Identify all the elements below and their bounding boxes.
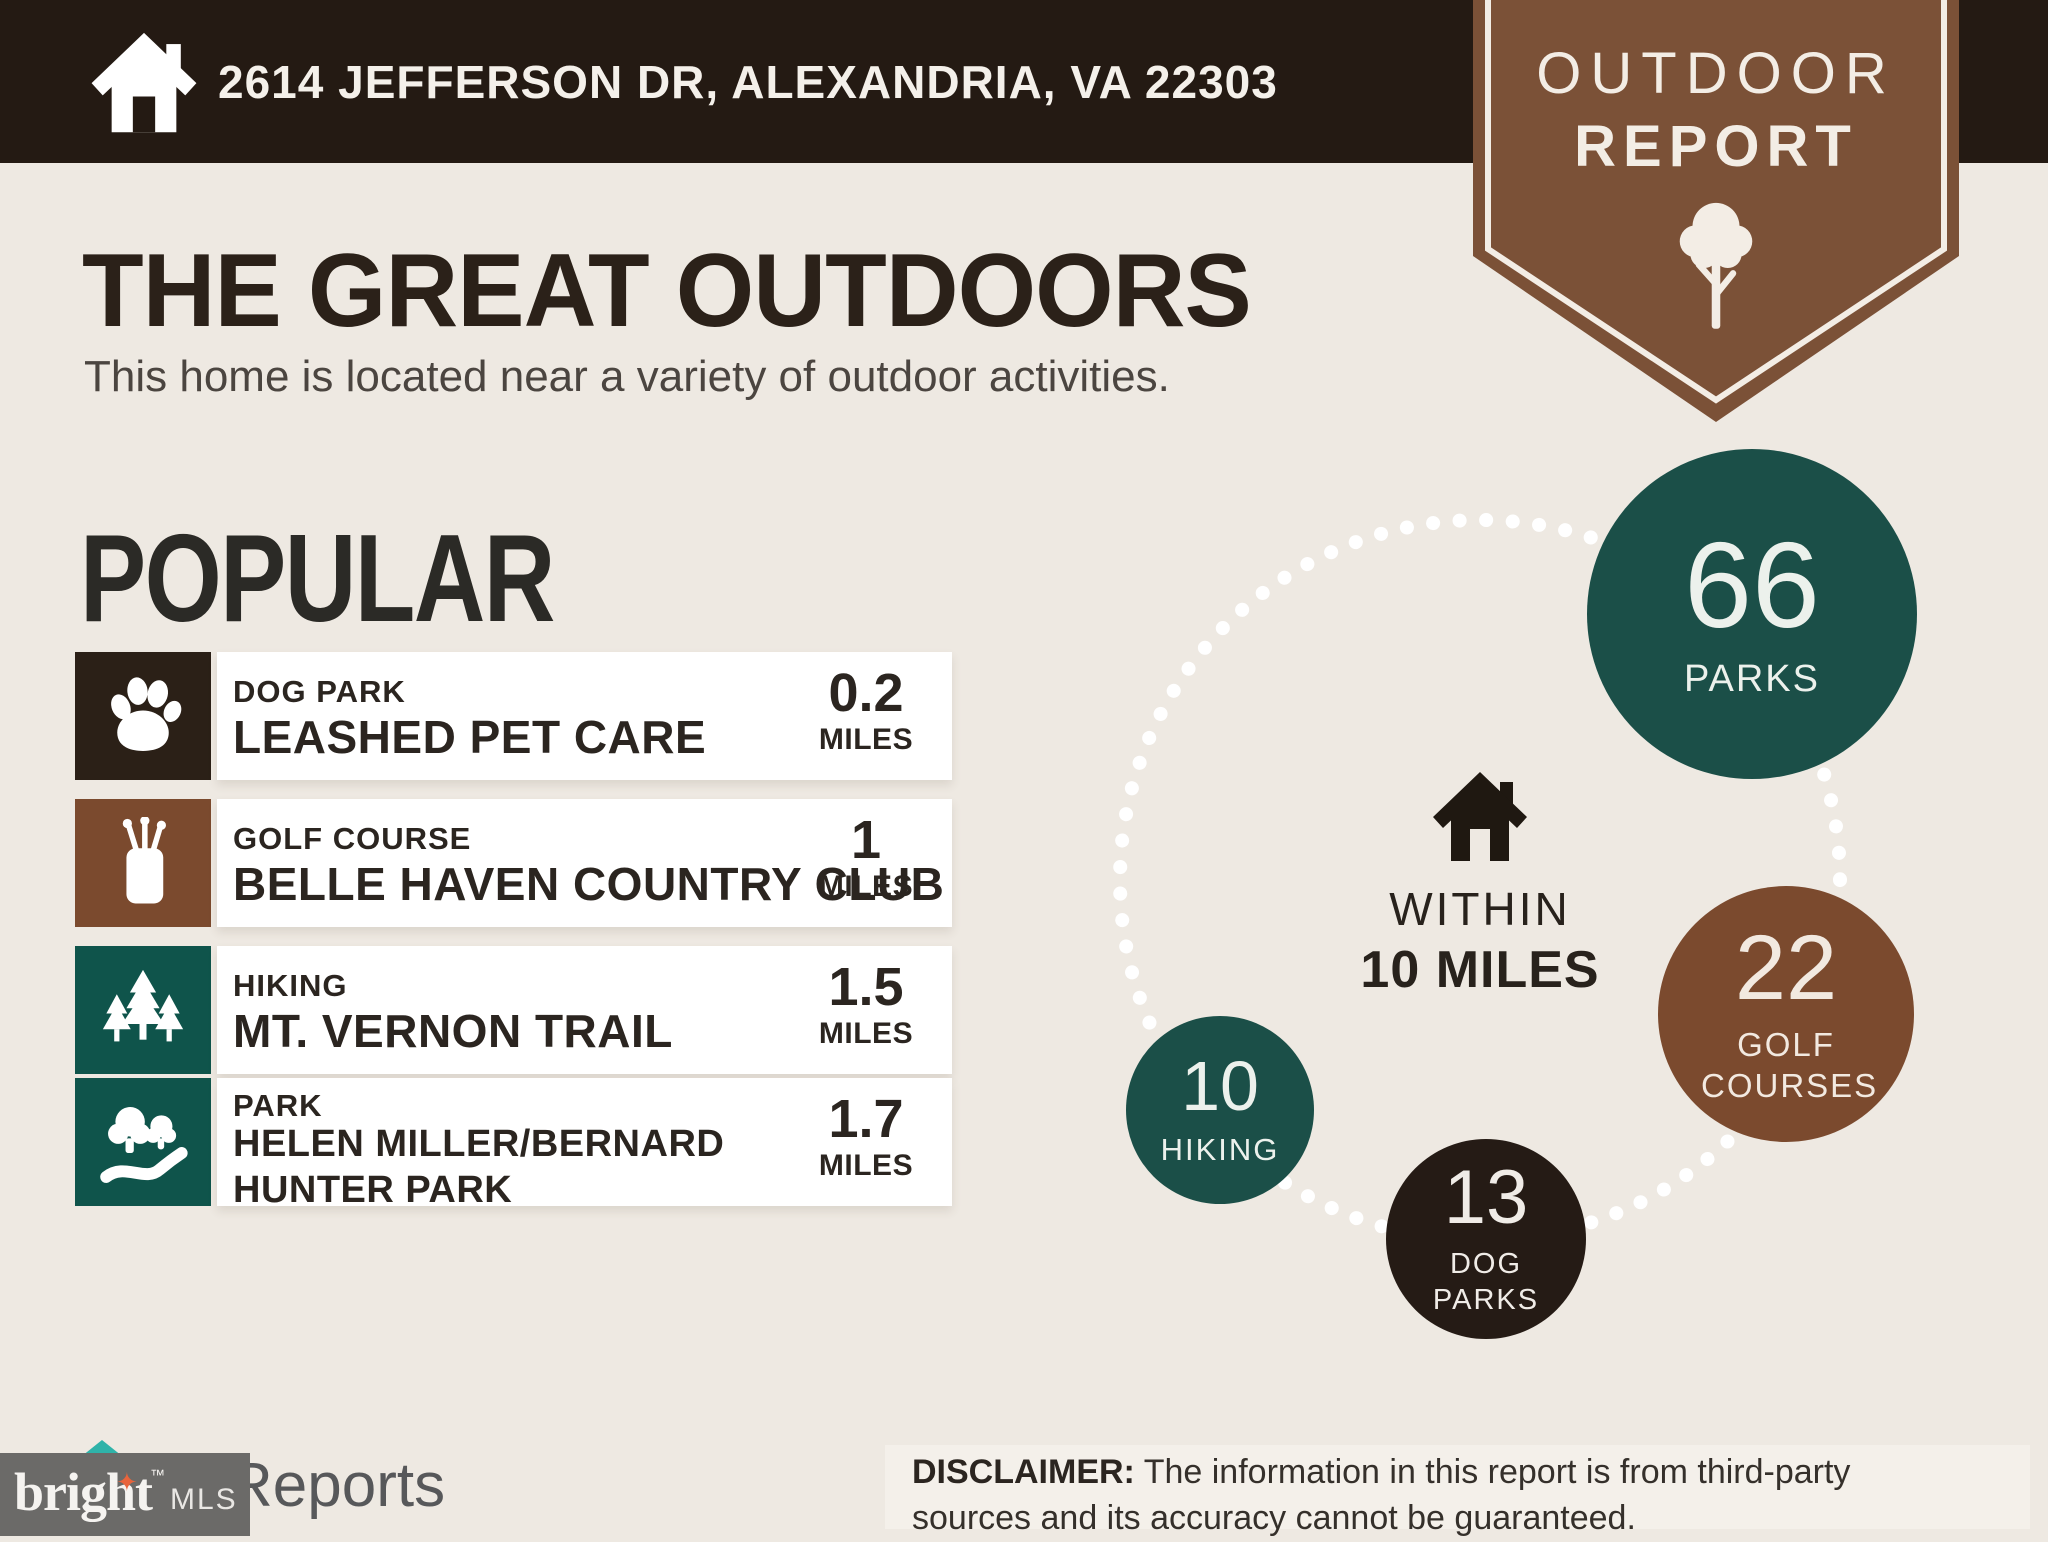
item-distance: 1.5 MILES bbox=[796, 957, 936, 1051]
item-name: HELEN MILLER/BERNARD HUNTER PARK bbox=[233, 1123, 725, 1211]
property-address: 2614 JEFFERSON DR, ALEXANDRIA, VA 22303 bbox=[218, 55, 1278, 108]
ribbon-title-line1: OUTDOOR bbox=[1536, 41, 1896, 106]
parks-label: PARKS bbox=[1683, 658, 1820, 701]
ribbon-title-line2: REPORT bbox=[1574, 114, 1858, 179]
item-distance: 1.7 MILES bbox=[796, 1089, 936, 1183]
page-title: THE GREAT OUTDOORS bbox=[82, 233, 1252, 349]
radius-value: 10 MILES bbox=[1360, 941, 1600, 999]
item-name: MT. VERNON TRAIL bbox=[233, 1005, 673, 1057]
golf-courses-label: GOLF COURSES bbox=[1701, 1025, 1879, 1104]
item-category: GOLF COURSE bbox=[233, 821, 472, 856]
hiking-count-bubble: 10 HIKING bbox=[1126, 1016, 1314, 1204]
golf-courses-count: 22 bbox=[1734, 916, 1838, 1019]
radius-center-label: WITHIN 10 MILES bbox=[1280, 882, 1680, 1000]
popular-card: DOG PARK LEASHED PET CARE 0.2 MILES bbox=[217, 652, 952, 780]
trademark-symbol: ™ bbox=[150, 1467, 165, 1484]
bright-mls-logo: bright ✦ ™ MLS bbox=[0, 1453, 250, 1536]
popular-card: GOLF COURSE BELLE HAVEN COUNTRY CLUB 1 M… bbox=[217, 799, 952, 927]
popular-item-golf-course: GOLF COURSE BELLE HAVEN COUNTRY CLUB 1 M… bbox=[75, 799, 952, 927]
home-icon bbox=[91, 32, 197, 133]
mls-wordmark: MLS bbox=[170, 1483, 238, 1516]
item-category: HIKING bbox=[233, 968, 348, 1003]
distance-unit: MILES bbox=[818, 723, 914, 757]
popular-item-dog-park: DOG PARK LEASHED PET CARE 0.2 MILES bbox=[75, 652, 952, 780]
park-icon bbox=[75, 1078, 211, 1206]
disclaimer-body: The information in this report is from t… bbox=[912, 1453, 1851, 1537]
distance-unit: MILES bbox=[818, 1017, 914, 1051]
disclaimer-text: DISCLAIMER: The information in this repo… bbox=[912, 1450, 1972, 1542]
home-icon bbox=[1433, 772, 1527, 861]
distance-value: 1.5 bbox=[828, 957, 904, 1017]
dog-parks-count-bubble: 13 DOG PARKS bbox=[1386, 1139, 1586, 1339]
hiking-label: HIKING bbox=[1160, 1131, 1280, 1167]
distance-unit: MILES bbox=[818, 870, 914, 904]
dog-parks-count: 13 bbox=[1443, 1154, 1529, 1240]
distance-value: 1 bbox=[850, 810, 882, 870]
golf-bag-icon bbox=[75, 799, 211, 927]
parks-count-bubble: 66 PARKS bbox=[1587, 449, 1917, 779]
item-distance: 1 MILES bbox=[796, 810, 936, 904]
popular-item-park: PARK HELEN MILLER/BERNARD HUNTER PARK 1.… bbox=[75, 1078, 952, 1211]
bright-wordmark: bright bbox=[14, 1462, 153, 1522]
disclaimer-panel bbox=[885, 1445, 2030, 1529]
tree-icon bbox=[1679, 202, 1753, 329]
within-label: WITHIN bbox=[1389, 883, 1571, 935]
ribbon-title: OUTDOOR REPORT bbox=[1473, 40, 1959, 180]
hiking-count: 10 bbox=[1181, 1046, 1259, 1125]
page-subtitle: This home is located near a variety of o… bbox=[84, 352, 1170, 401]
item-distance: 0.2 MILES bbox=[796, 663, 936, 757]
disclaimer-label: DISCLAIMER: bbox=[912, 1453, 1135, 1491]
distance-unit: MILES bbox=[818, 1149, 914, 1183]
reports-logo-text: Reports bbox=[228, 1451, 446, 1520]
star-icon: ✦ bbox=[116, 1467, 138, 1497]
popular-card: PARK HELEN MILLER/BERNARD HUNTER PARK 1.… bbox=[217, 1078, 952, 1211]
outdoor-report-badge: OUTDOOR REPORT bbox=[1473, 0, 1959, 430]
item-name: BELLE HAVEN COUNTRY CLUB bbox=[233, 858, 945, 910]
item-category: DOG PARK bbox=[233, 674, 406, 709]
pine-trees-icon bbox=[75, 946, 211, 1074]
distance-value: 0.2 bbox=[828, 663, 904, 723]
reports-logo-roof-icon bbox=[82, 1440, 122, 1456]
golf-courses-count-bubble: 22 GOLF COURSES bbox=[1658, 886, 1914, 1142]
popular-card: HIKING MT. VERNON TRAIL 1.5 MILES bbox=[217, 946, 952, 1074]
popular-item-hiking: HIKING MT. VERNON TRAIL 1.5 MILES bbox=[75, 946, 952, 1074]
popular-heading: POPULAR bbox=[80, 510, 555, 648]
paw-icon bbox=[75, 652, 211, 780]
item-name: LEASHED PET CARE bbox=[233, 711, 707, 763]
item-category: PARK bbox=[233, 1088, 323, 1123]
dog-parks-label: DOG PARKS bbox=[1432, 1247, 1540, 1316]
distance-value: 1.7 bbox=[828, 1089, 904, 1149]
parks-count: 66 bbox=[1684, 517, 1820, 654]
